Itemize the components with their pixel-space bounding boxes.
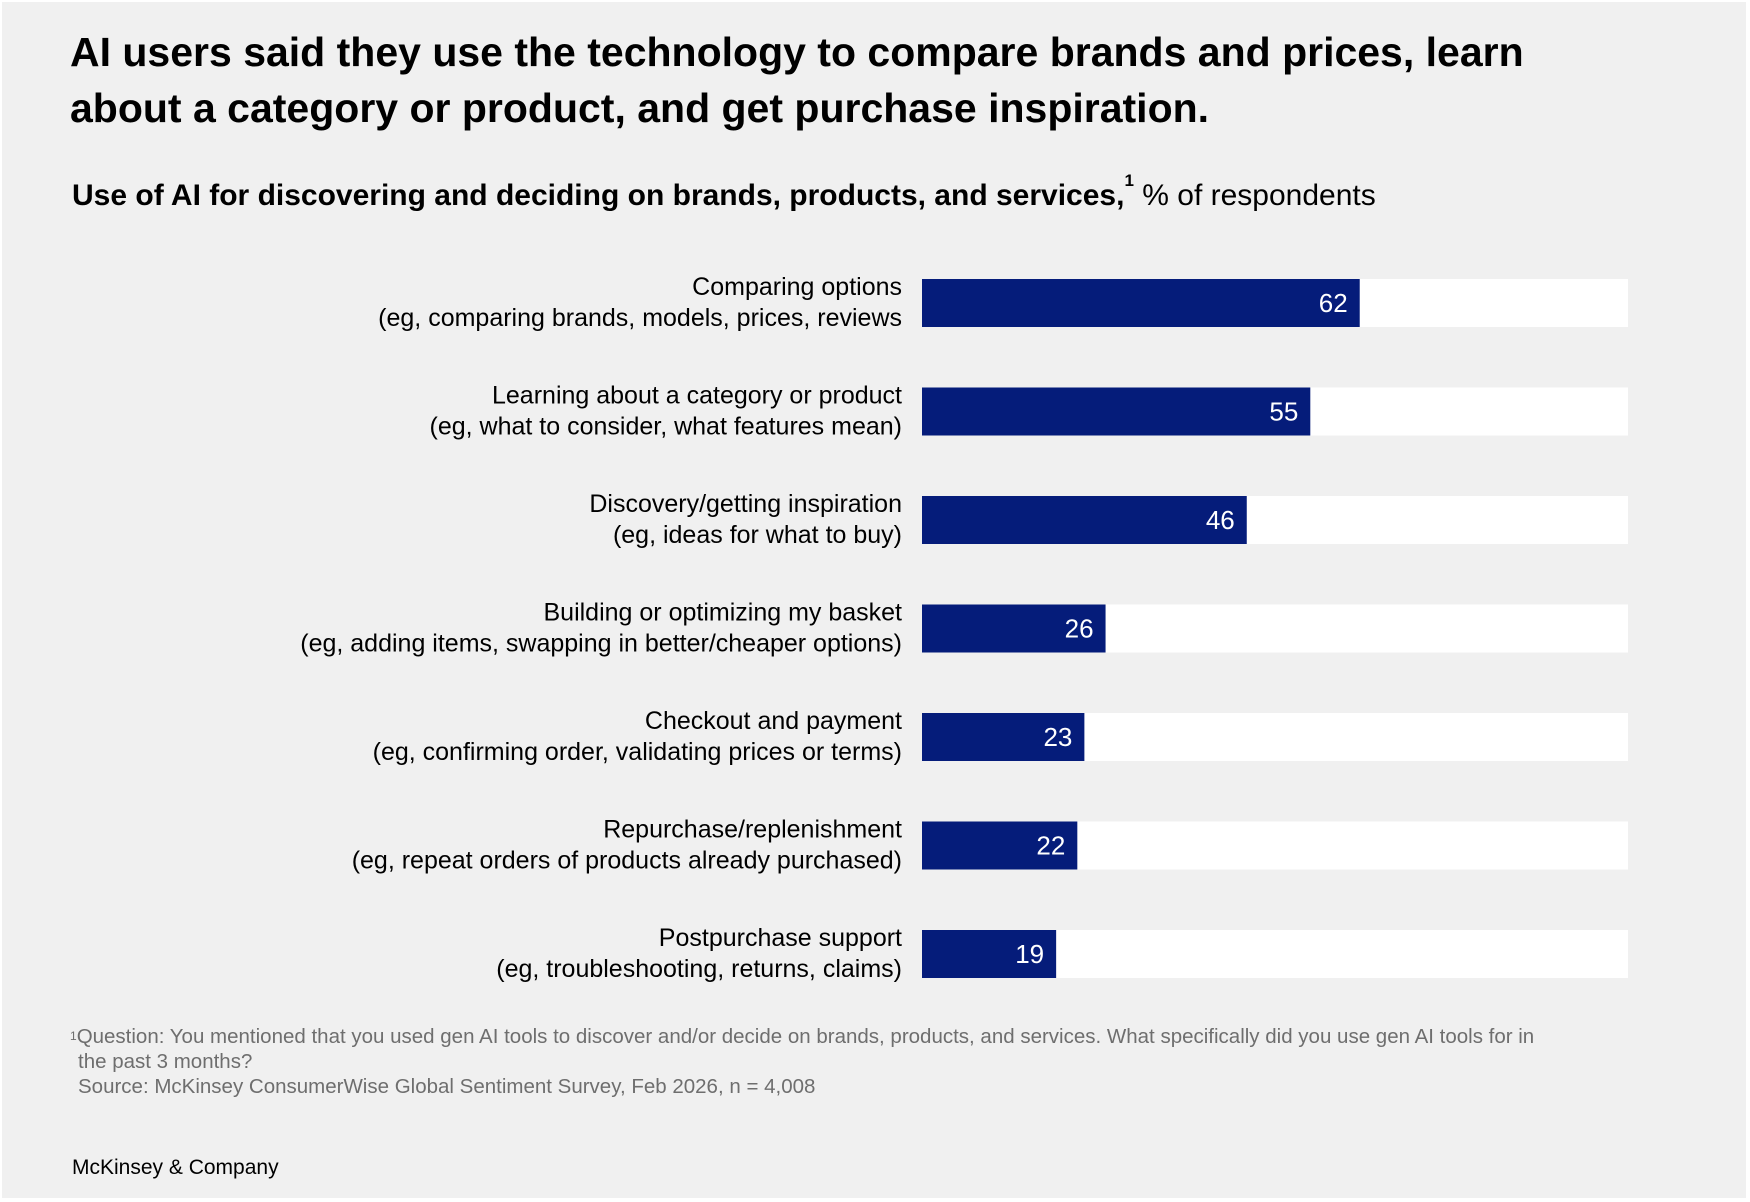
bar-row: 23 Checkout and payment (eg, confirming or… bbox=[373, 707, 1628, 766]
category-detail: (eg, comparing brands, models, prices, r… bbox=[378, 304, 902, 332]
category-label: Discovery/getting inspiration bbox=[589, 490, 902, 518]
bar-value-label: 23 bbox=[1043, 722, 1072, 752]
footnote-marker: 1 bbox=[70, 1029, 77, 1043]
chart-subtitle: Use of AI for discovering and deciding o… bbox=[72, 172, 1376, 216]
bar-value-label: 46 bbox=[1206, 505, 1235, 535]
footnote-question-continuation: the past 3 months? bbox=[78, 1050, 253, 1073]
footnote-question-text: Question: You mentioned that you used ge… bbox=[76, 1025, 1535, 1048]
category-label: Repurchase/replenishment bbox=[603, 816, 902, 844]
bar-row: 22 Repurchase/replenishment (eg, repeat or… bbox=[352, 816, 1628, 875]
bar-value-label: 55 bbox=[1269, 397, 1298, 427]
footnote-source: Source: McKinsey ConsumerWise Global Sen… bbox=[78, 1075, 816, 1098]
subtitle-footnote-marker: 1 bbox=[1124, 171, 1134, 190]
bar bbox=[922, 279, 1360, 327]
bar bbox=[922, 713, 1085, 761]
bar-row: 46 Discovery/getting inspiration (eg, idea… bbox=[589, 490, 1628, 549]
bar bbox=[922, 387, 1311, 436]
chart-headline: AI users said they use the technology to… bbox=[70, 29, 1524, 131]
bar-value-label: 22 bbox=[1036, 831, 1065, 861]
bar-value-label: 26 bbox=[1065, 614, 1094, 644]
category-label: Comparing options bbox=[692, 273, 902, 301]
category-detail: (eg, ideas for what to buy) bbox=[613, 521, 902, 549]
bar bbox=[922, 930, 1057, 978]
category-label: Postpurchase support bbox=[659, 924, 902, 952]
bar-row: 19 Postpurchase support (eg, troubleshooti… bbox=[496, 924, 1628, 983]
category-detail: (eg, repeat orders of products already p… bbox=[352, 847, 902, 875]
category-label: Learning about a category or product bbox=[492, 382, 902, 410]
bar-row: 26 Building or optimizing my basket (eg, a… bbox=[300, 599, 1628, 658]
category-detail: (eg, what to consider, what features mea… bbox=[430, 413, 902, 441]
footnote: 1Question: You mentioned that you used g… bbox=[70, 1024, 1670, 1099]
category-label: Building or optimizing my basket bbox=[544, 599, 903, 627]
footnote-question-line: 1Question: You mentioned that you used g… bbox=[70, 1024, 1670, 1049]
category-detail: (eg, adding items, swapping in better/ch… bbox=[300, 630, 902, 658]
chart-unit-label: % of respondents bbox=[1142, 179, 1376, 212]
bar bbox=[922, 496, 1247, 544]
bar bbox=[922, 604, 1106, 653]
category-detail: (eg, confirming order, validating prices… bbox=[373, 738, 902, 766]
bar-row: 62 Comparing options (eg, comparing brands… bbox=[378, 273, 1628, 332]
category-label: Checkout and payment bbox=[645, 707, 902, 735]
bar-value-label: 19 bbox=[1015, 939, 1044, 969]
chart-subtitle-text: Use of AI for discovering and deciding o… bbox=[72, 179, 1125, 212]
bar-row: 55 Learning about a category or product (e… bbox=[430, 382, 1628, 441]
category-detail: (eg, troubleshooting, returns, claims) bbox=[496, 955, 902, 983]
brand-logo-text: McKinsey & Company bbox=[72, 1156, 279, 1179]
bar-value-label: 62 bbox=[1319, 288, 1348, 318]
bar bbox=[922, 821, 1078, 870]
